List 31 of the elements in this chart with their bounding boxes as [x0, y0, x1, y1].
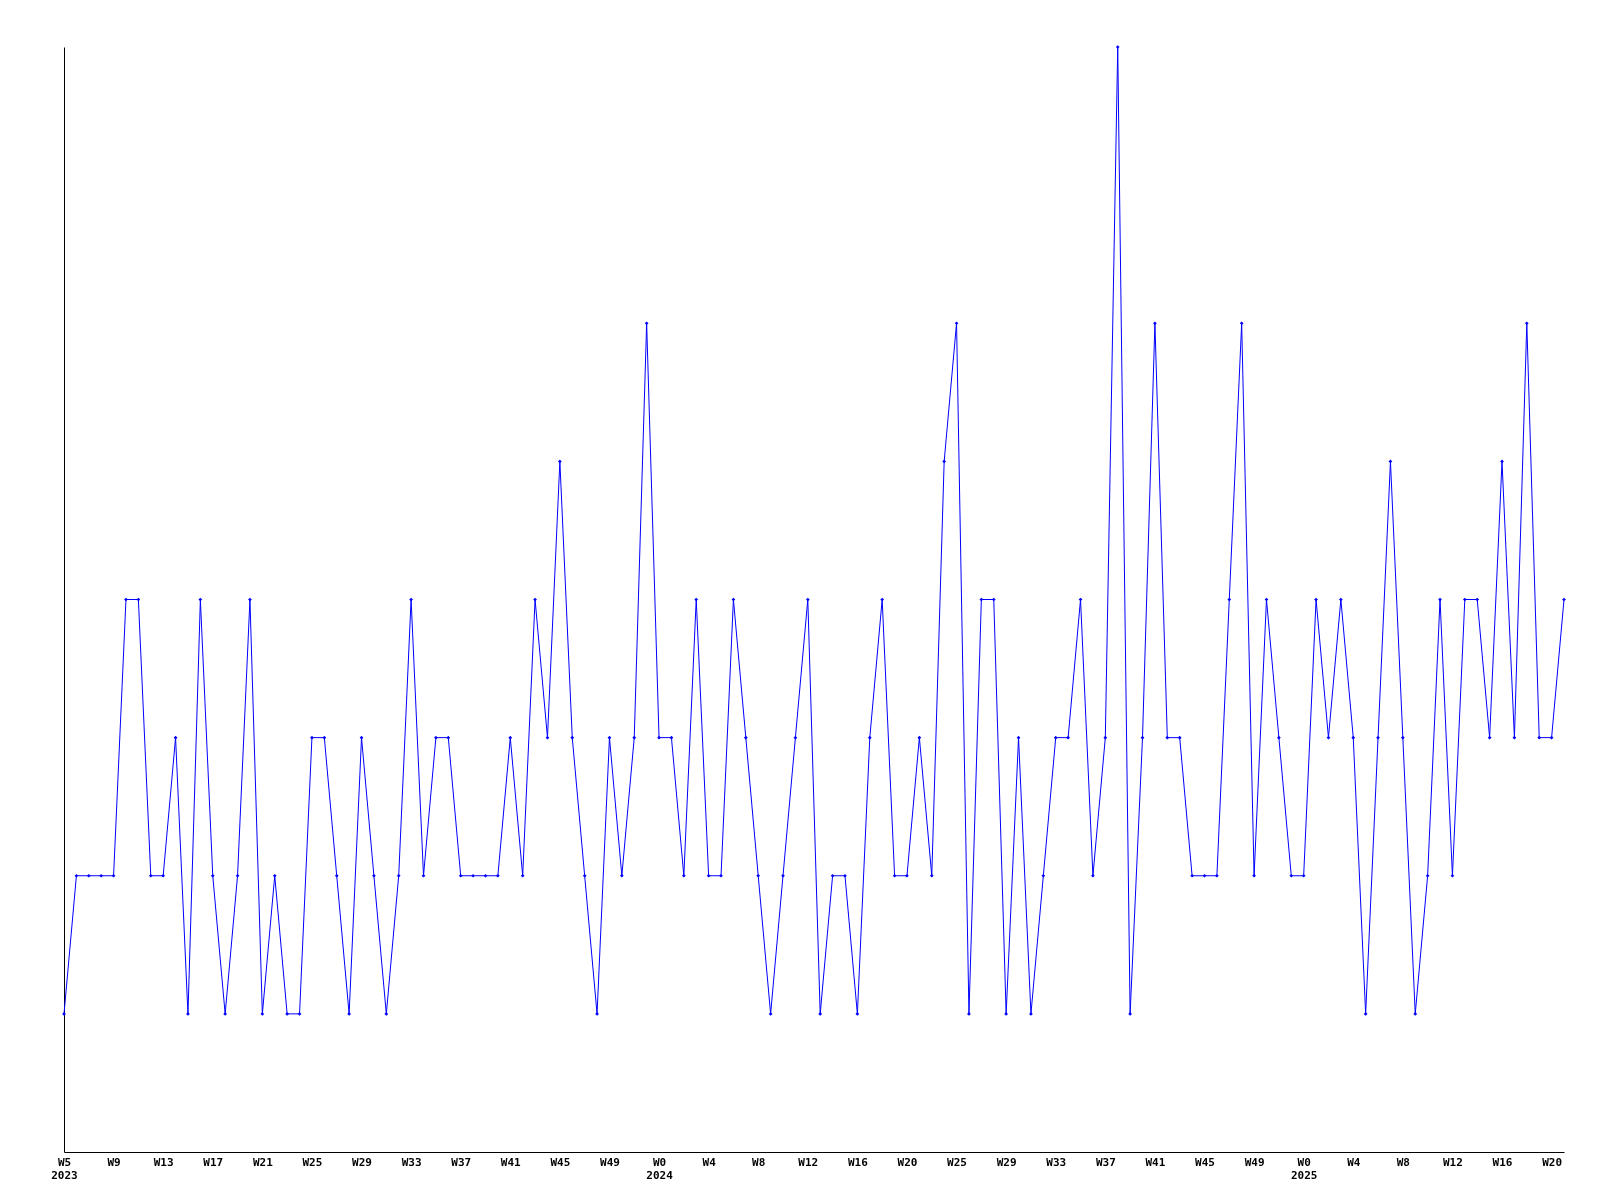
- x-tick-label: W8: [1396, 1155, 1410, 1169]
- x-tick-label: W25: [947, 1155, 967, 1169]
- x-tick-label: W20: [1542, 1155, 1563, 1169]
- x-tick-label: W37: [1095, 1155, 1116, 1169]
- x-tick-label: W45: [1195, 1155, 1215, 1169]
- x-tick-label: W8: [752, 1155, 766, 1169]
- x-tick-label: W17: [203, 1155, 224, 1169]
- x-tick-label: W4: [1347, 1155, 1361, 1169]
- x-tick-label: W12: [798, 1155, 819, 1169]
- x-tick-label: W33: [401, 1155, 422, 1169]
- x-tick-label: W49: [600, 1155, 620, 1169]
- x-tick-label: W49: [1244, 1155, 1265, 1169]
- x-tick-label: W4: [702, 1155, 717, 1169]
- x-tick-label: W5 2023: [51, 1155, 78, 1182]
- x-tick-label: W12: [1442, 1155, 1463, 1169]
- x-tick-label: W20: [897, 1155, 918, 1169]
- x-tick-label: W41: [500, 1155, 522, 1169]
- x-tick-label: W13: [153, 1155, 174, 1169]
- x-tick-label: W9: [107, 1155, 121, 1169]
- x-tick-label: W45: [550, 1155, 571, 1169]
- x-tick-label: W37: [451, 1155, 472, 1169]
- x-tick-label: W16: [847, 1155, 869, 1169]
- x-tick-label: W16: [1492, 1155, 1513, 1169]
- x-tick-label: W41: [1145, 1155, 1166, 1169]
- x-tick-label: W33: [1046, 1155, 1067, 1169]
- x-tick-label: W25: [302, 1155, 323, 1169]
- x-tick-label: W29: [352, 1155, 372, 1169]
- x-tick-label: W21: [252, 1155, 274, 1169]
- x-tick-label: W0 2024: [646, 1155, 674, 1182]
- x-tick-label: W29: [996, 1155, 1017, 1169]
- x-tick-label: W0 2025: [1290, 1155, 1318, 1182]
